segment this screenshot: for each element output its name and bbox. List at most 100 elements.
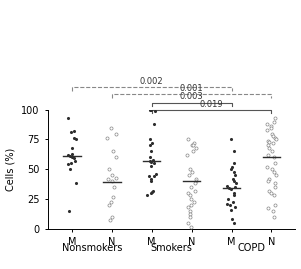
Point: [110, 173, 115, 177]
Point: [150, 190, 154, 194]
Point: [105, 136, 110, 140]
Point: [152, 174, 157, 178]
Point: [72, 159, 77, 163]
Point: [111, 194, 116, 199]
Point: [268, 124, 273, 129]
Point: [225, 201, 230, 206]
Point: [188, 225, 193, 229]
Point: [149, 108, 154, 112]
Point: [229, 167, 234, 171]
Point: [186, 191, 191, 195]
Point: [107, 203, 111, 207]
Point: [265, 143, 270, 148]
Point: [74, 137, 79, 142]
Point: [272, 203, 277, 207]
Point: [273, 181, 278, 186]
Point: [112, 185, 116, 189]
Point: [273, 185, 278, 189]
Point: [190, 169, 195, 174]
Point: [271, 209, 275, 213]
Point: [225, 184, 230, 188]
Point: [186, 221, 191, 225]
Point: [153, 172, 158, 176]
Point: [269, 125, 274, 130]
Point: [67, 154, 72, 158]
Point: [69, 130, 74, 134]
Point: [228, 207, 233, 212]
Point: [72, 136, 76, 140]
Point: [266, 140, 271, 144]
Point: [229, 187, 234, 192]
Point: [113, 131, 118, 136]
Point: [151, 161, 156, 165]
Point: [191, 141, 196, 145]
Point: [70, 146, 75, 150]
Point: [189, 197, 194, 201]
Point: [68, 161, 73, 165]
Point: [265, 165, 269, 169]
Point: [192, 188, 197, 193]
Point: [272, 136, 277, 140]
Point: [110, 179, 114, 183]
Point: [270, 134, 275, 138]
Point: [194, 176, 198, 181]
Point: [65, 116, 70, 120]
Point: [191, 143, 196, 148]
Point: [266, 146, 271, 150]
Point: [185, 153, 190, 157]
Point: [227, 186, 232, 190]
Point: [114, 155, 119, 160]
Point: [226, 197, 231, 201]
Point: [232, 191, 237, 195]
Point: [147, 137, 152, 142]
Point: [148, 191, 153, 195]
Point: [191, 200, 196, 205]
Point: [187, 193, 192, 197]
Point: [148, 159, 153, 163]
Point: [272, 161, 277, 165]
Point: [150, 188, 155, 193]
Point: [273, 137, 278, 142]
Point: [186, 205, 191, 209]
Point: [148, 108, 153, 112]
Point: [232, 149, 237, 154]
Point: [150, 141, 155, 145]
Point: [147, 143, 152, 148]
Point: [152, 122, 157, 126]
Point: [265, 128, 270, 132]
Point: [106, 176, 110, 181]
Text: 0.019: 0.019: [200, 100, 223, 109]
Point: [268, 191, 273, 195]
Point: [188, 212, 192, 217]
Point: [272, 155, 277, 160]
Point: [194, 179, 198, 183]
Point: [266, 179, 271, 183]
Point: [69, 155, 74, 160]
Point: [274, 173, 278, 177]
Point: [270, 149, 275, 154]
Point: [232, 161, 237, 165]
Point: [107, 167, 112, 171]
Point: [266, 188, 271, 193]
Point: [72, 129, 77, 133]
Point: [231, 176, 236, 181]
Point: [272, 215, 277, 219]
Point: [271, 193, 276, 197]
Point: [272, 119, 276, 124]
Point: [265, 139, 270, 143]
Point: [108, 218, 113, 222]
Text: COPD: COPD: [237, 243, 265, 253]
Point: [188, 209, 193, 213]
Point: [267, 176, 272, 181]
Point: [151, 158, 156, 162]
Text: 0.003: 0.003: [180, 93, 203, 101]
Point: [232, 169, 237, 174]
Point: [153, 109, 157, 113]
Point: [67, 209, 71, 213]
Point: [187, 215, 192, 219]
Point: [148, 155, 153, 160]
Point: [65, 153, 70, 157]
Point: [232, 205, 237, 209]
Point: [149, 149, 154, 154]
Point: [231, 200, 235, 205]
